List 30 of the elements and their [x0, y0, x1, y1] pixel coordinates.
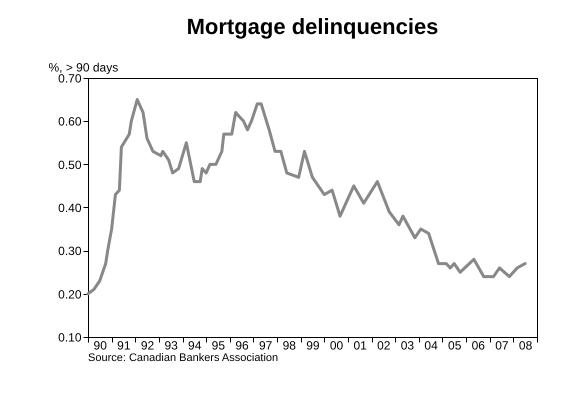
y-axis-title: %, > 90 days [48, 60, 118, 74]
x-tick-label: 93 [164, 338, 178, 352]
x-tick-label: 91 [117, 338, 131, 352]
y-tick-label: 0.10 [58, 330, 82, 344]
x-tick-label: 00 [330, 338, 344, 352]
x-tick-label: 95 [212, 338, 226, 352]
x-tick-label: 06 [472, 338, 486, 352]
x-tick-label: 01 [353, 338, 368, 352]
x-tick-label: 05 [448, 338, 462, 352]
x-tick-label: 07 [495, 338, 509, 352]
x-tick-label: 97 [258, 338, 273, 352]
y-tick-label: 0.20 [58, 287, 82, 302]
x-tick-label: 04 [424, 338, 438, 352]
x-tick-label: 96 [235, 338, 250, 352]
x-tick-label: 92 [140, 338, 154, 352]
line-series [86, 98, 527, 296]
x-tick-label: 98 [282, 338, 296, 352]
x-tick-label: 02 [377, 338, 391, 352]
y-tick-label: 0.50 [58, 158, 82, 172]
chart-title: Mortgage delinquencies [186, 14, 438, 39]
x-tick-label: 08 [518, 338, 533, 352]
y-tick-label: 0.60 [58, 114, 82, 129]
x-tick-label: 99 [306, 338, 320, 352]
x-tick-label: 90 [94, 338, 108, 352]
source-note: Source: Canadian Bankers Association [88, 352, 278, 364]
y-tick-label: 0.70 [58, 72, 82, 86]
x-tick-label: 03 [400, 338, 414, 352]
y-tick-label: 0.40 [58, 201, 82, 215]
y-tick-label: 0.30 [58, 244, 82, 258]
x-tick-label: 94 [188, 338, 202, 352]
